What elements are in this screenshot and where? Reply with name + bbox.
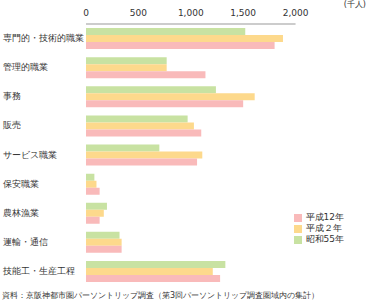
svg-text:0: 0	[83, 8, 89, 18]
svg-text:事務: 事務	[8, 91, 21, 101]
svg-text:2,000: 2,000	[283, 8, 309, 18]
svg-text:500: 500	[130, 8, 147, 18]
svg-text:サービス職業: サービス職業	[8, 150, 57, 160]
html-text:(千人): (千人)	[343, 0, 366, 9]
svg-text:1,000: 1,000	[178, 8, 204, 18]
svg-text:販売: 販売	[8, 120, 21, 130]
svg-text:保安職業: 保安職業	[8, 179, 39, 189]
svg-text:農林漁業: 農林漁業	[8, 208, 39, 218]
svg-text:技能工・生産工程: 技能工・生産工程	[8, 266, 75, 276]
svg-text:管理的職業: 管理的職業	[8, 62, 48, 72]
html-text:資料：京阪神都市圏パーソントリップ調査（第3回パーソントリッ: 資料：京阪神都市圏パーソントリップ調査（第3回パーソントリップ調査圏域内の集計）	[2, 291, 320, 300]
html-text:平成12年: 平成12年	[305, 212, 344, 222]
svg-text:1,500: 1,500	[230, 8, 256, 18]
svg-text:専門的・技術的職業: 専門的・技術的職業	[8, 33, 84, 43]
html-text:昭和55年: 昭和55年	[305, 234, 344, 244]
html-text:平成２年: 平成２年	[305, 223, 342, 233]
svg-text:運輸・通信: 運輸・通信	[8, 237, 48, 247]
